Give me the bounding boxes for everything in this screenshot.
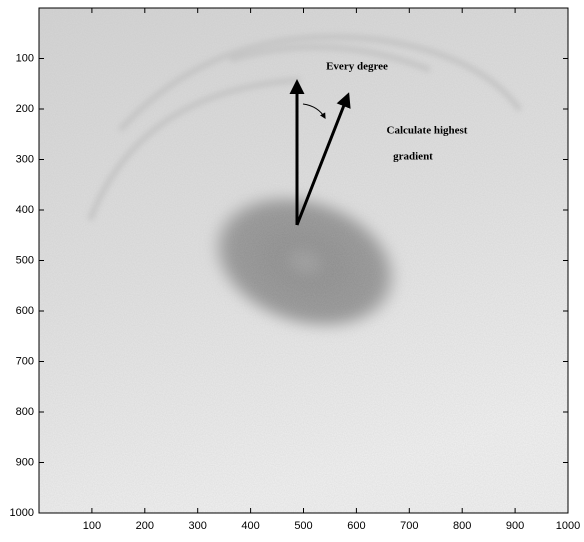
y-tick-label: 700	[16, 355, 34, 367]
rotation-arrow	[302, 103, 326, 120]
x-tick-label: 500	[294, 520, 312, 532]
x-tick-label: 600	[347, 520, 365, 532]
annotation: gradient	[393, 151, 433, 163]
annotation-arrows	[289, 79, 351, 226]
annotation: Calculate highest	[387, 125, 468, 137]
image	[39, 8, 568, 513]
image-noise	[39, 8, 568, 513]
x-tick-label: 200	[136, 520, 154, 532]
annotation: Every degree	[326, 61, 388, 73]
x-tick-label: 900	[506, 520, 524, 532]
y-tick-label: 200	[16, 103, 34, 115]
x-tick-label: 800	[453, 520, 471, 532]
x-tick-label: 100	[83, 520, 101, 532]
y-tick-label: 600	[16, 305, 34, 317]
y-tick-label: 800	[16, 406, 34, 418]
y-tick-label: 300	[16, 153, 34, 165]
x-tick-label: 700	[400, 520, 418, 532]
y-tick-label: 900	[16, 456, 34, 468]
x-tick-label: 400	[241, 520, 259, 532]
y-tick-label: 100	[16, 52, 34, 64]
y-tick-label: 1000	[10, 507, 34, 519]
y-tick-label: 400	[16, 204, 34, 216]
y-tick-label: 500	[16, 254, 34, 266]
x-tick-label: 300	[189, 520, 207, 532]
x-tick-label: 1000	[556, 520, 580, 532]
gradient-arrow	[295, 92, 351, 226]
